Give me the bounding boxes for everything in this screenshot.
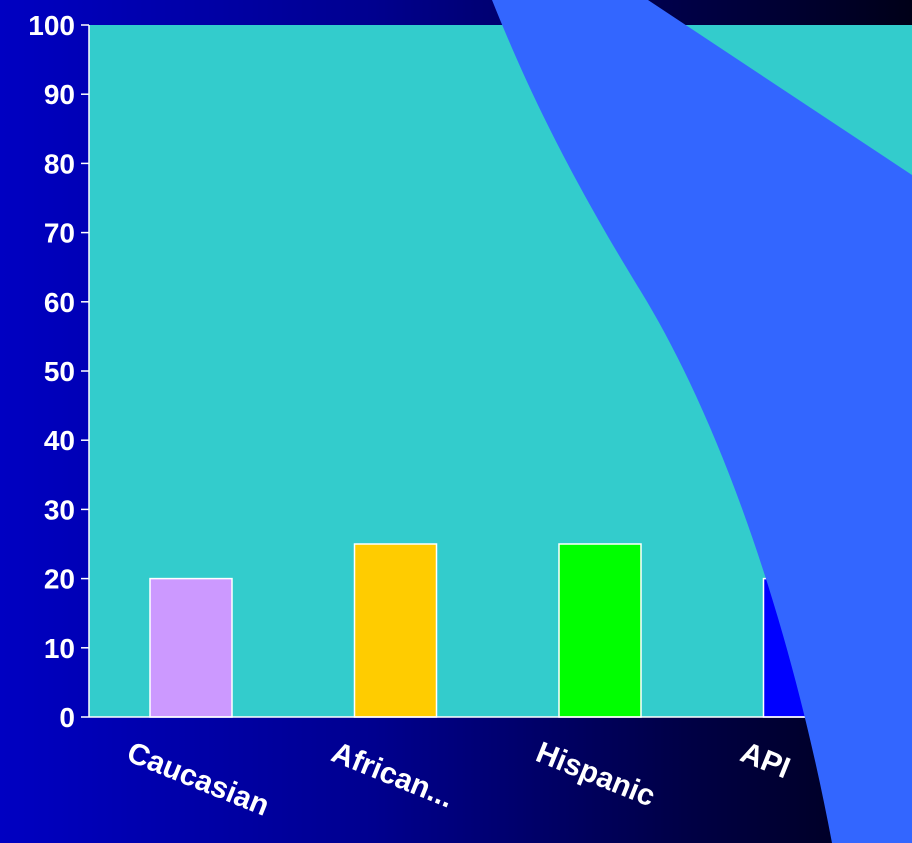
y-tick-label: 10 [44, 633, 75, 664]
page-curl-overlay [492, 0, 912, 843]
x-category-label: API [736, 736, 795, 785]
y-tick-label: 50 [44, 356, 75, 387]
y-tick-label: 0 [59, 702, 75, 733]
y-tick-label: 70 [44, 218, 75, 249]
y-tick-label: 80 [44, 148, 75, 179]
y-tick-label: 90 [44, 79, 75, 110]
y-tick-label: 20 [44, 564, 75, 595]
y-tick-label: 30 [44, 494, 75, 525]
x-category-label: Caucasian [122, 736, 274, 823]
x-axis: Caucasian African... Hispanic API [122, 736, 794, 823]
bar-2 [558, 543, 642, 718]
y-tick-label: 100 [28, 10, 75, 41]
bar-1 [353, 543, 438, 718]
bar-0 [149, 577, 233, 718]
y-axis: 0 10 20 30 40 50 60 70 80 90 100 [28, 10, 90, 733]
y-tick-label: 40 [44, 425, 75, 456]
x-category-label: Hispanic [531, 736, 659, 813]
y-tick-label: 60 [44, 287, 75, 318]
x-category-label: African... [327, 736, 458, 815]
